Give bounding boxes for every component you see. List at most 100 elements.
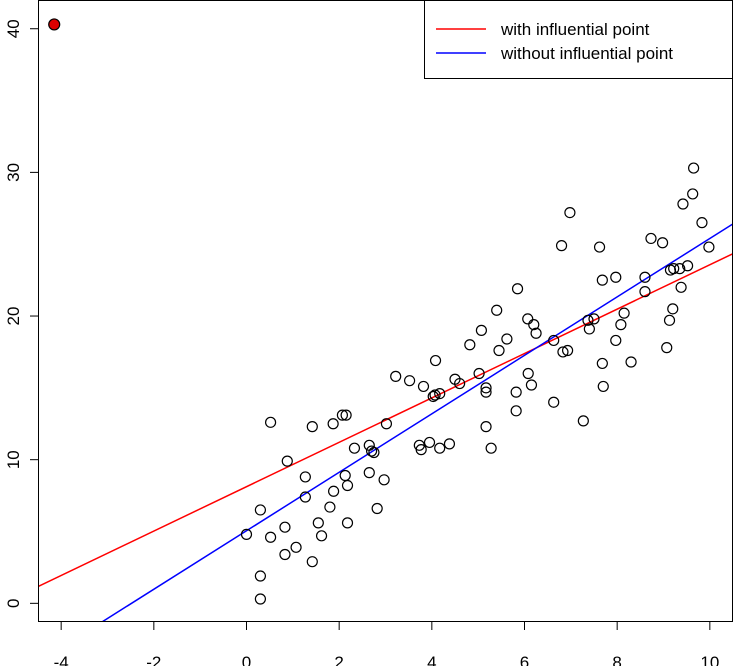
x-tick-label: -2	[146, 653, 161, 666]
data-point	[339, 469, 351, 482]
data-point	[324, 501, 336, 513]
data-point	[610, 334, 622, 347]
data-point	[530, 327, 542, 339]
x-tick-label: 0	[242, 653, 251, 666]
data-point	[597, 380, 609, 393]
x-tick-label: 2	[334, 653, 343, 666]
data-point	[615, 319, 627, 331]
x-axis: -4 -2 0 2 4 6 8 10	[54, 622, 719, 666]
data-point	[340, 409, 352, 421]
regression-line-without-influential-point	[100, 223, 733, 622]
y-tick-label: 20	[4, 307, 23, 326]
y-axis: 0 10 20 30 40	[4, 19, 38, 608]
data-point	[687, 188, 699, 200]
data-point	[290, 541, 302, 553]
data-point	[348, 442, 361, 454]
data-point	[279, 548, 291, 561]
data-point	[475, 324, 488, 336]
data-point	[577, 415, 589, 427]
data-point	[703, 241, 715, 253]
data-point	[593, 241, 606, 253]
data-point	[336, 409, 349, 421]
data-point	[281, 455, 293, 467]
data-point	[403, 375, 416, 387]
data-point	[639, 271, 651, 283]
data-point	[668, 263, 680, 275]
data-point	[315, 530, 328, 542]
data-point	[264, 531, 277, 543]
legend-box	[424, 0, 733, 79]
data-point	[645, 232, 657, 245]
data-point	[583, 323, 595, 335]
data-point	[485, 442, 497, 454]
data-point	[525, 379, 538, 391]
legend: with influential point without influenti…	[424, 0, 733, 79]
data-point	[618, 307, 630, 319]
data-point	[511, 283, 524, 295]
y-tick-label: 40	[4, 19, 23, 38]
data-point	[491, 304, 503, 316]
data-point	[306, 556, 318, 568]
data-point	[677, 198, 689, 210]
data-point	[510, 405, 522, 417]
data-point	[663, 314, 676, 326]
data-point	[596, 274, 608, 286]
data-point	[656, 237, 669, 249]
data-point	[429, 354, 442, 367]
data-point	[264, 416, 277, 428]
legend-label-with-influential-point: with influential point	[500, 20, 650, 39]
legend-label-without-influential-point: without influential point	[500, 44, 673, 63]
data-point	[557, 346, 569, 358]
data-point	[582, 314, 594, 326]
data-point	[610, 271, 622, 283]
data-point	[681, 260, 694, 272]
data-point	[639, 286, 651, 298]
data-point	[341, 479, 354, 492]
data-point	[548, 396, 560, 408]
data-point	[327, 418, 339, 430]
x-tick-label: 10	[700, 653, 719, 666]
data-point	[596, 357, 608, 370]
data-point	[688, 162, 700, 174]
influential-point	[48, 18, 61, 31]
data-point	[254, 593, 266, 605]
data-point	[312, 517, 324, 529]
data-point	[390, 370, 402, 382]
data-point	[675, 281, 687, 293]
data-point	[434, 442, 446, 454]
data-point	[625, 356, 637, 368]
data-point	[423, 436, 436, 449]
data-point	[415, 444, 427, 456]
data-point	[380, 418, 393, 430]
data-point	[443, 438, 456, 450]
data-point	[480, 382, 492, 394]
data-point	[564, 207, 576, 219]
data-point	[371, 502, 383, 515]
data-points	[48, 18, 715, 605]
data-point	[493, 344, 505, 357]
y-tick-label: 30	[4, 163, 23, 182]
data-point	[473, 367, 485, 380]
regression-lines	[38, 223, 733, 622]
data-point	[378, 474, 390, 486]
data-point	[522, 313, 534, 325]
data-point	[306, 421, 318, 433]
y-tick-label: 10	[4, 450, 23, 469]
data-point	[299, 491, 311, 503]
data-point	[464, 339, 476, 351]
data-point	[328, 485, 340, 497]
data-point	[434, 387, 446, 400]
data-point	[661, 342, 673, 354]
data-point	[299, 471, 311, 483]
data-point	[548, 334, 560, 347]
x-tick-label: -4	[54, 653, 69, 666]
data-point	[528, 319, 540, 331]
data-point	[427, 390, 439, 403]
x-tick-label: 6	[520, 653, 529, 666]
x-tick-label: 8	[612, 653, 621, 666]
data-point	[279, 521, 291, 533]
y-tick-label: 0	[4, 599, 23, 608]
data-point	[501, 333, 513, 345]
data-point	[588, 313, 600, 325]
